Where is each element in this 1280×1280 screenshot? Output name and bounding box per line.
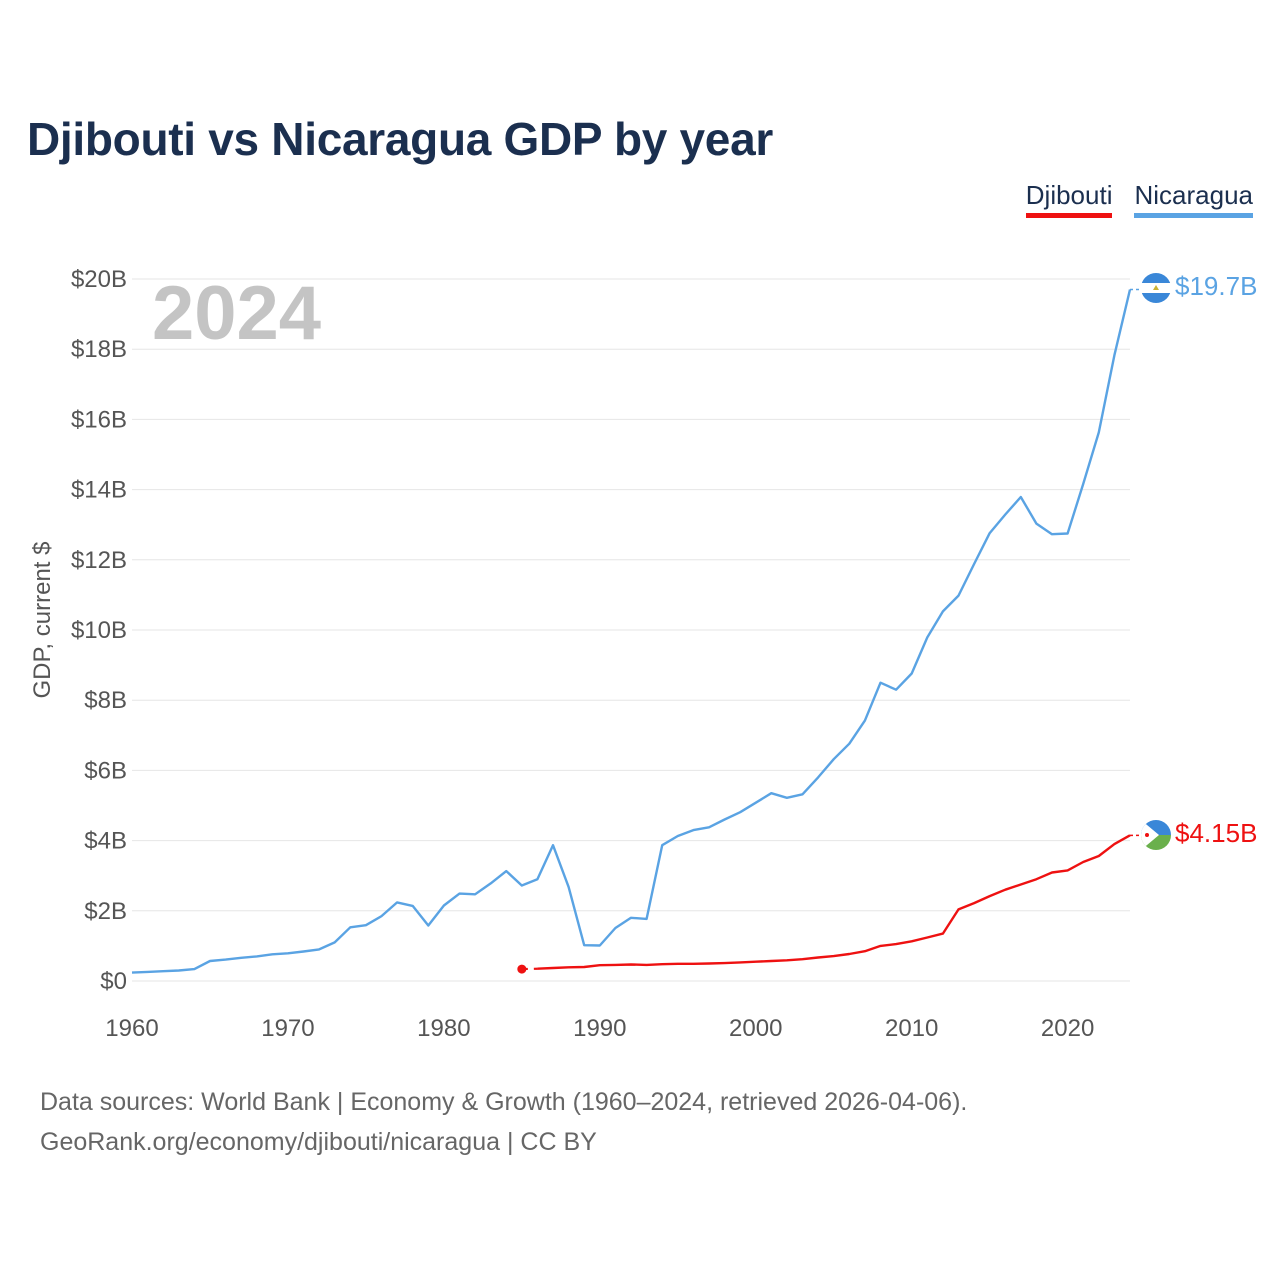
y-tick-label: $12B [71,547,127,574]
y-axis-label: GDP, current $ [29,542,56,699]
y-tick-label: $8B [84,687,127,714]
legend-item-nicaragua[interactable]: Nicaragua [1134,180,1253,218]
y-tick-label: $4B [84,828,127,855]
end-label-djibouti: $4.15B [1175,818,1257,848]
end-label-nicaragua: $19.7B [1175,271,1257,301]
djibouti-flag-icon [1141,820,1171,850]
x-tick-label: 2020 [1041,1015,1094,1042]
y-tick-label: $0 [100,968,127,995]
chart-title: Djibouti vs Nicaragua GDP by year [27,113,773,165]
series-line-djibouti [537,834,1131,970]
nicaragua-flag-icon [1141,273,1171,303]
y-axis-ticks: $0 $2B $4B $6B $8B $10B $12B $14B $16B $18B $20B [71,266,127,995]
y-tick-label: $14B [71,477,127,504]
legend: Djibouti Nicaragua [1025,180,1253,218]
y-tick-label: $16B [71,406,127,433]
y-tick-label: $6B [84,757,127,784]
y-tick-label: $18B [71,336,127,363]
x-axis-ticks: 1960 1970 1980 1990 2000 2010 2020 [105,1015,1094,1042]
series-lines [131,288,1140,974]
y-tick-label: $10B [71,617,127,644]
y-tick-label: $20B [71,266,127,293]
grid-lines [132,278,1130,982]
footer: Data sources: World Bank | Economy & Gro… [40,1082,967,1162]
y-tick-label: $2B [84,898,127,925]
x-tick-label: 2000 [729,1015,782,1042]
x-tick-label: 1960 [105,1015,158,1042]
x-tick-label: 1970 [261,1015,314,1042]
x-tick-label: 2010 [885,1015,938,1042]
footer-credit[interactable]: GeoRank.org/economy/djibouti/nicaragua |… [40,1128,597,1156]
footer-sources: Data sources: World Bank | Economy & Gro… [40,1088,968,1116]
year-watermark: 2024 [152,271,321,356]
legend-item-djibouti[interactable]: Djibouti [1025,180,1113,218]
x-tick-label: 1980 [417,1015,470,1042]
x-tick-label: 1990 [573,1015,626,1042]
series-line-nicaragua [131,289,1132,974]
